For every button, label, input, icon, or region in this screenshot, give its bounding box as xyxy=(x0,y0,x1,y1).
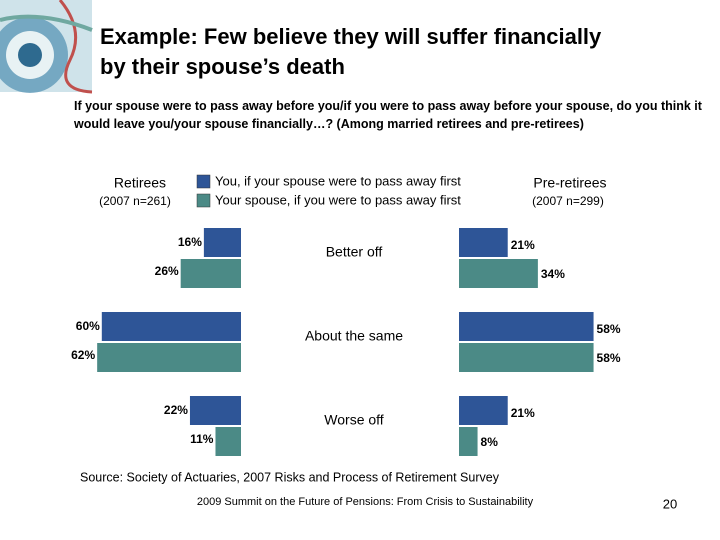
bar xyxy=(459,396,508,425)
value-label: 62% xyxy=(71,348,95,362)
panel-note: (2007 n=299) xyxy=(532,194,604,208)
bar xyxy=(189,396,241,425)
category-label: About the same xyxy=(305,328,403,344)
footer: 2009 Summit on the Future of Pensions: F… xyxy=(197,496,534,508)
panel-label: Pre-retirees xyxy=(533,175,606,191)
legend-swatch xyxy=(196,193,211,208)
bar xyxy=(203,228,241,257)
category-label: Better off xyxy=(326,244,383,260)
bar xyxy=(459,259,538,288)
bar xyxy=(180,259,241,288)
legend-label: You, if your spouse were to pass away fi… xyxy=(215,173,461,188)
value-label: 58% xyxy=(597,322,621,336)
bar xyxy=(459,343,594,372)
value-label: 16% xyxy=(178,235,202,249)
value-label: 34% xyxy=(541,267,565,281)
value-label: 60% xyxy=(76,319,100,333)
value-label: 26% xyxy=(155,264,179,278)
bar xyxy=(101,312,241,341)
slide-title: Example: Few believe they will suffer fi… xyxy=(100,24,602,79)
bar xyxy=(459,228,508,257)
value-label: 8% xyxy=(481,435,499,449)
decoration xyxy=(0,0,93,94)
legend-swatch xyxy=(196,174,211,189)
value-label: 22% xyxy=(164,403,188,417)
value-label: 11% xyxy=(190,432,214,446)
value-label: 21% xyxy=(511,406,535,420)
bar xyxy=(459,312,594,341)
panel-note: (2007 n=261) xyxy=(99,194,171,208)
value-label: 21% xyxy=(511,238,535,252)
page-number: 20 xyxy=(663,496,677,511)
panel-label: Retirees xyxy=(114,175,166,191)
bar xyxy=(215,427,241,456)
value-label: 58% xyxy=(597,351,621,365)
legend-label: Your spouse, if you were to pass away fi… xyxy=(215,192,461,207)
source: Source: Society of Actuaries, 2007 Risks… xyxy=(80,470,500,484)
bar xyxy=(459,427,478,456)
bar xyxy=(97,343,241,372)
question: If your spouse were to pass away before … xyxy=(74,99,702,131)
category-label: Worse off xyxy=(324,412,384,428)
